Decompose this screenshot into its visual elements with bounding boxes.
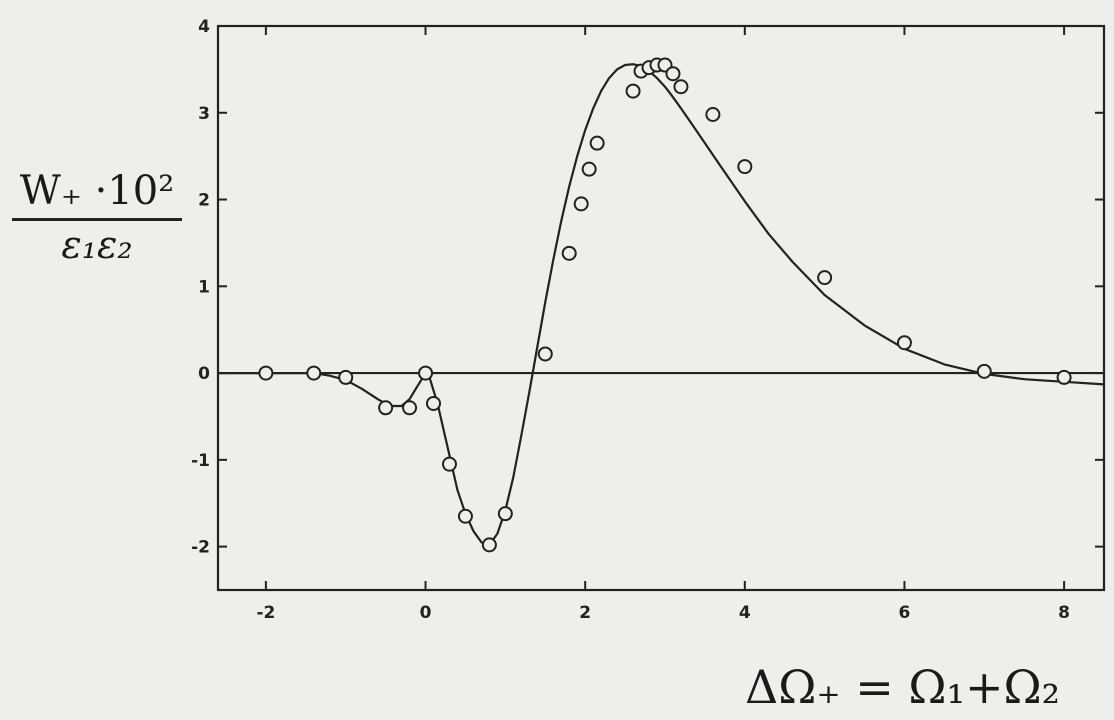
- data-point: [497, 506, 513, 522]
- data-point: [457, 508, 473, 524]
- curve-group: [218, 63, 1105, 546]
- x-tick-label: 6: [899, 603, 911, 623]
- data-point: [426, 395, 442, 411]
- y-tick-label: 0: [198, 364, 210, 384]
- points-group: [258, 57, 1072, 553]
- data-point: [817, 270, 833, 286]
- x-ticks: -2 0 2 4 6 8: [256, 26, 1070, 623]
- y-tick-label: -1: [191, 451, 210, 471]
- y-ticks: 4 3 2 1 0 -1 -2: [191, 17, 1104, 558]
- y-tick-label: 3: [198, 104, 210, 124]
- data-point: [581, 161, 597, 177]
- data-point: [625, 83, 641, 99]
- data-point: [561, 245, 577, 261]
- data-point: [338, 369, 354, 385]
- axes-frame: [216, 24, 1106, 592]
- data-point: [306, 365, 322, 381]
- data-point: [737, 159, 753, 175]
- y-tick-label: 2: [198, 191, 210, 211]
- x-tick-label: -2: [256, 603, 275, 623]
- data-point: [537, 346, 553, 362]
- data-point: [896, 335, 912, 351]
- data-point: [378, 400, 394, 416]
- x-tick-label: 2: [579, 603, 591, 623]
- data-point: [402, 400, 418, 416]
- y-tick-label: 1: [198, 277, 210, 297]
- plot-frame: [216, 24, 1106, 592]
- data-point: [418, 365, 434, 381]
- y-axis-label-denominator: ε₁ε₂: [61, 223, 133, 267]
- data-point: [573, 196, 589, 212]
- y-tick-label: -2: [191, 538, 210, 558]
- x-tick-label: 0: [420, 603, 432, 623]
- x-tick-label: 4: [739, 603, 751, 623]
- data-point: [705, 107, 721, 123]
- data-point: [589, 135, 605, 151]
- data-point: [665, 66, 681, 82]
- x-tick-label: 8: [1058, 603, 1070, 623]
- data-point: [441, 456, 457, 472]
- data-point: [258, 365, 274, 381]
- data-point: [1056, 369, 1072, 385]
- x-axis-label: ΔΩ₊ = Ω₁+Ω₂: [745, 660, 1061, 714]
- y-axis-label-numerator: W₊ ·10²: [12, 168, 182, 221]
- series-curve-line: [218, 63, 1105, 546]
- data-point: [481, 537, 497, 553]
- data-point: [976, 363, 992, 379]
- data-point: [673, 79, 689, 95]
- y-axis-label: W₊ ·10² ε₁ε₂: [12, 168, 182, 269]
- y-tick-label: 4: [198, 17, 210, 37]
